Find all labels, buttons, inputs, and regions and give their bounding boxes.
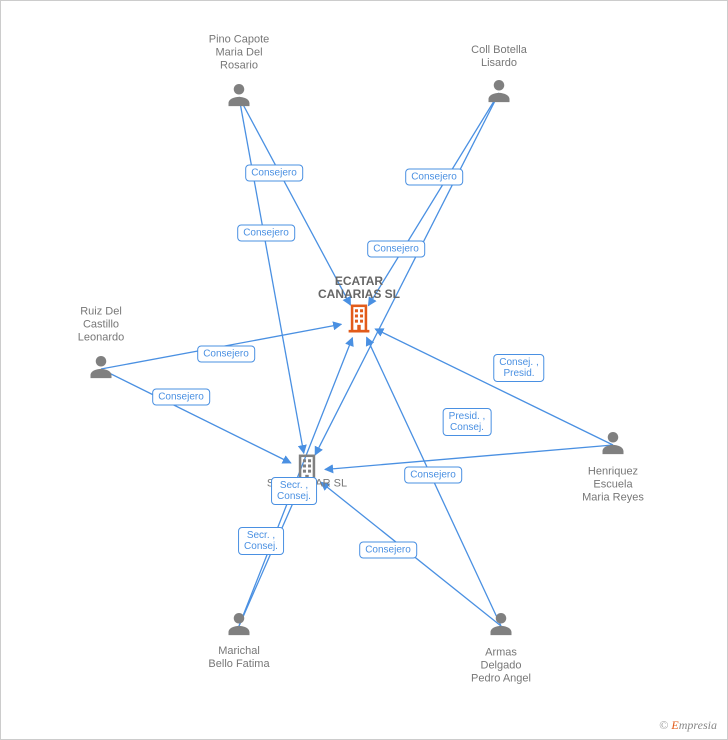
node-label-ruiz: Ruiz Del Castillo Leonardo (78, 306, 125, 345)
watermark: ©Empresia (659, 718, 717, 733)
person-icon (225, 610, 253, 643)
person-icon (87, 353, 115, 381)
node-label-armas: Armas Delgado Pedro Angel (471, 647, 531, 686)
person-icon (599, 429, 627, 457)
edge-line (239, 97, 304, 453)
edge-label: Consejero (359, 542, 417, 559)
brand-first-letter: E (671, 718, 678, 732)
node-label-coll: Coll Botella Lisardo (471, 44, 527, 70)
edge-label: Consej. , Presid. (493, 354, 544, 382)
edge-line (101, 369, 291, 463)
diagram-canvas: ECATAR CANARIAS SL SELECATAR SL Pino Cap… (0, 0, 728, 740)
edge-label: Consejero (367, 241, 425, 258)
edge-label: Consejero (245, 165, 303, 182)
person-icon (225, 81, 253, 114)
node-label-ecatar: ECATAR CANARIAS SL (318, 275, 400, 301)
node-label-pino: Pino Capote Maria Del Rosario (209, 34, 270, 73)
person-icon (485, 77, 513, 105)
edge-line (375, 329, 613, 445)
node-armas[interactable] (487, 610, 515, 643)
person-icon (487, 610, 515, 638)
copyright-symbol: © (659, 718, 668, 732)
node-marichal[interactable] (225, 610, 253, 643)
edge-line (239, 97, 351, 305)
person-icon (487, 610, 515, 643)
edge-label: Consejero (152, 389, 210, 406)
person-icon (225, 81, 253, 109)
node-coll[interactable] (485, 77, 513, 110)
person-icon (225, 610, 253, 638)
edge-label: Secr. , Consej. (271, 477, 317, 505)
edge-label: Secr. , Consej. (238, 527, 284, 555)
node-pino[interactable] (225, 81, 253, 114)
person-icon (485, 77, 513, 110)
brand-rest: mpresia (679, 718, 717, 732)
node-ecatar[interactable] (345, 304, 373, 339)
edge-line (368, 93, 499, 306)
edge-label: Consejero (237, 225, 295, 242)
person-icon (87, 353, 115, 386)
edge-label: Consejero (197, 346, 255, 363)
edge-line (325, 445, 613, 469)
node-label-henriq: Henriquez Escuela Maria Reyes (582, 466, 644, 505)
edge-label: Consejero (405, 169, 463, 186)
person-icon (599, 429, 627, 462)
node-label-marichal: Marichal Bello Fatima (208, 645, 269, 671)
building-icon (345, 304, 373, 334)
node-henriq[interactable] (599, 429, 627, 462)
edge-label: Consejero (404, 467, 462, 484)
building-icon (345, 304, 373, 339)
edge-line (239, 487, 300, 626)
edge-label: Presid. , Consej. (443, 408, 492, 436)
node-ruiz[interactable] (87, 353, 115, 386)
